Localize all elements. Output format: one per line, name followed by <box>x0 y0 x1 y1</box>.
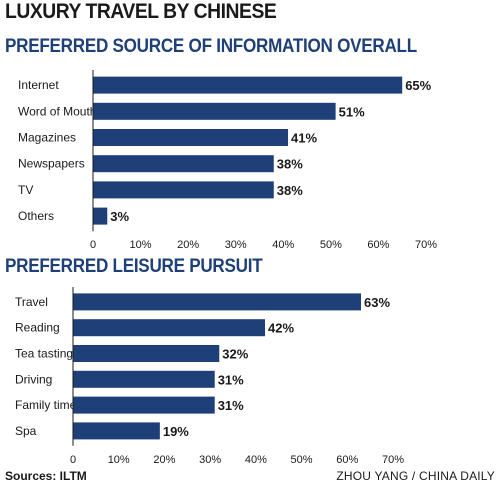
data-label: 41% <box>291 131 317 146</box>
x-tick-label: 40% <box>272 239 294 249</box>
data-label: 31% <box>218 398 244 413</box>
leisure-pursuit-chart: Travel 63% Reading 42% Tea tasting 32% Driving… <box>15 287 404 463</box>
category-label: Spa <box>15 424 37 438</box>
x-tick-label: 30% <box>225 239 247 249</box>
bar <box>73 422 160 440</box>
category-label: Driving <box>15 372 52 386</box>
bar <box>73 293 361 311</box>
x-tick-label: 60% <box>367 239 389 249</box>
data-label: 38% <box>277 183 303 198</box>
bar <box>73 370 215 388</box>
data-label: 38% <box>277 157 303 172</box>
x-tick-label: 10% <box>130 239 152 249</box>
bar <box>93 129 289 146</box>
x-tick-label: 70% <box>415 239 437 249</box>
category-label: Reading <box>15 321 60 335</box>
data-label: 42% <box>268 321 294 336</box>
data-label: 3% <box>110 209 129 224</box>
bar <box>93 155 274 173</box>
bar <box>93 207 108 225</box>
page-title: LUXURY TRAVEL BY CHINESE <box>5 0 277 23</box>
x-tick-label: 70% <box>382 454 404 463</box>
data-label: 19% <box>163 424 189 439</box>
chart-2-title: PREFERRED LEISURE PURSUIT <box>5 256 263 277</box>
x-tick-label: 0 <box>70 454 76 463</box>
x-tick-label: 40% <box>245 454 267 463</box>
bar <box>93 76 403 94</box>
bar <box>73 319 265 337</box>
source-note: Sources: ILTM <box>5 469 87 483</box>
x-tick-label: 0 <box>90 239 96 249</box>
x-tick-label: 60% <box>336 454 358 463</box>
category-label: Newspapers <box>18 157 85 171</box>
bar <box>73 396 215 414</box>
bar <box>73 345 220 362</box>
data-label: 63% <box>364 295 390 310</box>
information-source-chart: Internet 65% Word of Mouth 51% Magazines 41% N… <box>18 70 437 249</box>
category-label: Travel <box>15 295 48 309</box>
bar <box>93 181 274 199</box>
x-tick-label: 50% <box>320 239 342 249</box>
data-label: 65% <box>405 78 431 93</box>
data-label: 31% <box>218 372 244 387</box>
bar <box>93 102 336 120</box>
data-label: 32% <box>222 347 248 362</box>
category-label: Internet <box>18 78 59 92</box>
x-tick-label: 20% <box>177 239 199 249</box>
category-label: Tea tasting <box>15 347 73 361</box>
x-tick-label: 50% <box>291 454 313 463</box>
x-tick-label: 10% <box>108 454 130 463</box>
category-label: Word of Mouth <box>18 104 96 118</box>
chart-1-title: PREFERRED SOURCE OF INFORMATION OVERALL <box>5 36 417 57</box>
category-label: TV <box>18 183 33 197</box>
category-label: Others <box>18 209 54 223</box>
credit-note: ZHOU YANG / CHINA DAILY <box>336 469 495 483</box>
x-tick-label: 20% <box>153 454 175 463</box>
x-tick-label: 30% <box>199 454 221 463</box>
data-label: 51% <box>339 104 365 119</box>
category-label: Magazines <box>18 131 76 145</box>
category-label: Family time <box>15 398 77 412</box>
